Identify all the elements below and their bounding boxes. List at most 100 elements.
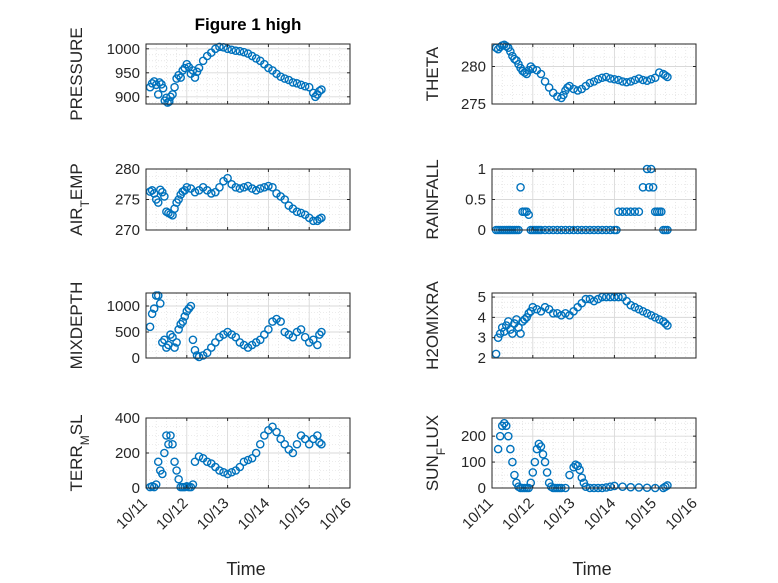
- subplot-pressure: 900 950 1000 PRESSURE Figure 1 high: [67, 15, 351, 121]
- data-point: [552, 309, 562, 318]
- y-tick-label: 0: [132, 480, 140, 497]
- data-point: [315, 330, 324, 339]
- x-axis-label: Time: [226, 559, 265, 579]
- data-point: [618, 77, 627, 86]
- subplot-sun_flux: 0 100 200 10/11 10/12 10/13 10/14 10/15 10/16 SUN…: [423, 415, 701, 579]
- data-point: [304, 439, 314, 449]
- data-point: [644, 182, 654, 192]
- data-point: [247, 453, 257, 463]
- y-tick-label: 275: [461, 96, 486, 113]
- x-tick-label: 10/13: [540, 495, 579, 534]
- data-point: [626, 77, 636, 86]
- data-point: [276, 434, 285, 444]
- data-point: [626, 207, 636, 216]
- data-point: [311, 92, 320, 102]
- data-point: [158, 469, 167, 479]
- data-point: [288, 448, 298, 458]
- data-point: [296, 80, 306, 90]
- x-tick-label: 10/13: [194, 495, 233, 534]
- data-point: [557, 311, 566, 320]
- data-point: [501, 41, 511, 51]
- data-point: [300, 332, 310, 342]
- data-point: [317, 439, 326, 449]
- data-point: [272, 427, 281, 437]
- data-point: [540, 457, 550, 467]
- y-axis-label: PRESSURE: [67, 27, 86, 121]
- data-point: [610, 74, 619, 84]
- axes-box: [491, 417, 697, 489]
- data-point: [164, 439, 173, 449]
- data-point: [296, 208, 306, 218]
- data-point: [614, 207, 623, 216]
- data-point: [172, 338, 181, 347]
- data-point: [190, 73, 200, 82]
- data-point: [235, 184, 245, 193]
- data-point: [276, 72, 285, 81]
- data-point: [313, 340, 322, 350]
- data-point: [255, 439, 265, 449]
- y-tick-label: 5: [478, 289, 486, 306]
- data-point: [315, 438, 324, 447]
- data-point: [211, 44, 220, 54]
- data-point: [215, 42, 224, 52]
- x-tick-label: 10/11: [459, 495, 497, 533]
- data-point: [495, 431, 505, 441]
- data-point: [542, 468, 552, 477]
- data-point: [304, 82, 314, 92]
- data-point: [300, 81, 310, 91]
- data-point: [174, 325, 183, 334]
- data-point: [317, 213, 326, 223]
- data-point: [536, 69, 546, 79]
- data-point: [657, 207, 666, 216]
- data-point: [174, 474, 183, 484]
- data-point: [202, 457, 212, 467]
- data-point: [188, 335, 198, 345]
- data-point: [172, 466, 181, 475]
- subplot-rainfall: 0 0.5 1 RAINFALL: [423, 159, 697, 240]
- y-tick-label: 400: [115, 410, 140, 427]
- data-point: [182, 182, 192, 192]
- data-point: [606, 74, 615, 83]
- data-point: [317, 85, 326, 94]
- axes-box: [491, 43, 697, 105]
- data-point: [638, 182, 648, 192]
- data-point: [255, 184, 265, 193]
- y-axis-label: MIXDEPTH: [67, 282, 86, 370]
- data-point: [292, 79, 302, 88]
- data-point: [565, 470, 574, 480]
- data-point: [176, 319, 185, 329]
- data-point: [497, 323, 507, 332]
- y-tick-label: 0.5: [465, 192, 486, 209]
- data-point: [178, 317, 188, 326]
- data-point: [634, 304, 644, 314]
- data-point: [160, 335, 169, 345]
- subplot-terr_msl: 0 200 400 10/11 10/12 10/13 10/14 10/15 10/16 TER…: [67, 410, 355, 579]
- data-point: [153, 291, 163, 300]
- y-tick-label: 1: [478, 161, 486, 178]
- data-point: [614, 75, 623, 85]
- data-point: [526, 478, 536, 488]
- data-point: [634, 483, 644, 492]
- data-point: [211, 338, 220, 347]
- data-point: [155, 185, 165, 195]
- y-tick-label: 270: [115, 222, 140, 239]
- data-point: [618, 482, 627, 492]
- data-point: [516, 329, 525, 338]
- data-point: [160, 192, 169, 201]
- data-point: [516, 182, 525, 192]
- data-point: [528, 468, 538, 477]
- x-tick-label: 10/14: [581, 495, 620, 534]
- data-point: [663, 72, 672, 82]
- data-point: [642, 76, 652, 86]
- data-point: [239, 47, 249, 57]
- y-axis-label: THETA: [423, 46, 442, 101]
- data-point: [508, 329, 517, 338]
- y-axis-label: H2OMIXRA: [423, 280, 442, 369]
- data-point: [638, 75, 648, 85]
- data-point: [227, 45, 236, 55]
- data-point: [190, 187, 200, 197]
- data-point: [581, 294, 591, 304]
- y-tick-label: 200: [461, 428, 486, 445]
- data-point: [510, 470, 519, 480]
